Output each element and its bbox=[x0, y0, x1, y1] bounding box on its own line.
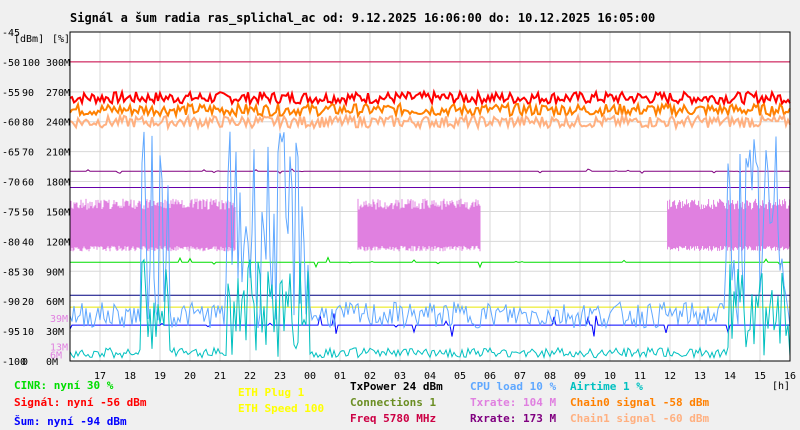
x-tick-label: 08 bbox=[544, 371, 556, 382]
y-tick-percent: 50 bbox=[22, 207, 34, 218]
legend-chain0: Chain0 signal -58 dBm bbox=[570, 396, 710, 409]
chart-title: Signál a šum radia ras_splichal_ac od: 9… bbox=[70, 11, 655, 26]
y-tick-percent: 70 bbox=[22, 148, 34, 159]
series-sign-l-line bbox=[69, 88, 791, 108]
plot-border bbox=[69, 31, 791, 362]
legend-noise: Šum: nyní -94 dBm bbox=[14, 415, 127, 428]
y-tick-percent: 30 bbox=[22, 267, 34, 278]
series-chain0-signal-line bbox=[69, 100, 791, 120]
y-tick-percent: 0 bbox=[22, 357, 28, 368]
x-tick-label: 19 bbox=[154, 371, 166, 382]
legend-rxrate: Rxrate: 173 M bbox=[470, 412, 557, 425]
y-tick-rate: 30M bbox=[46, 327, 64, 338]
legend-airtime: Airtime 1 % bbox=[570, 380, 643, 393]
y-tick-rate: 60M bbox=[46, 297, 64, 308]
x-tick-label: 17 bbox=[94, 371, 106, 382]
y-tick-rate-extra: 39M bbox=[50, 314, 68, 325]
y-tick-rate: 270M bbox=[46, 88, 70, 99]
y-tick-percent: 100 bbox=[22, 58, 40, 69]
y-tick-rate-extra: 6M bbox=[50, 350, 62, 361]
x-tick-label: 11 bbox=[634, 371, 646, 382]
series-cinr bbox=[70, 256, 790, 269]
series--um bbox=[69, 313, 790, 337]
y-tick-rate: 240M bbox=[46, 118, 70, 129]
series--um-line bbox=[69, 313, 790, 337]
legend-eth-plug: ETH Plug 1 bbox=[238, 386, 305, 399]
y-tick-dbm: -60 bbox=[2, 118, 20, 129]
y-tick-percent: 10 bbox=[22, 327, 34, 338]
series-airtime bbox=[69, 258, 791, 360]
x-tick-label: 16 bbox=[784, 371, 796, 382]
legend-eth-speed: ETH Speed 100 bbox=[238, 402, 325, 415]
x-tick-label: 10 bbox=[604, 371, 616, 382]
x-tick-label: 18 bbox=[124, 371, 136, 382]
legend-txrate: Txrate: 104 M bbox=[470, 396, 557, 409]
series-rxrate bbox=[70, 168, 790, 175]
series-cpu-load bbox=[69, 131, 791, 330]
y-tick-percent: 60 bbox=[22, 178, 34, 189]
y-tick-rate: 90M bbox=[46, 267, 64, 278]
x-tick-label: 21 bbox=[214, 371, 226, 382]
legend-connections: Connections 1 bbox=[350, 396, 437, 409]
y-tick-dbm: -55 bbox=[2, 88, 20, 99]
x-tick-label: 14 bbox=[724, 371, 736, 382]
y-tick-dbm: -65 bbox=[2, 148, 20, 159]
x-tick-label: 09 bbox=[574, 371, 586, 382]
y-tick-dbm: -80 bbox=[2, 237, 20, 248]
legend-cinr: CINR: nyní 30 % bbox=[14, 379, 114, 392]
series-cpu-load-line bbox=[69, 131, 791, 330]
y-unit-dbm: [dBm] bbox=[14, 34, 44, 45]
series-chain1-signal-line bbox=[69, 111, 791, 132]
legend-freq: Freq 5780 MHz bbox=[350, 412, 437, 425]
legend-cpu-load: CPU load 10 % bbox=[470, 380, 557, 393]
legend-signal: Signál: nyní -56 dBm bbox=[14, 396, 147, 409]
x-tick-label: 01 bbox=[334, 371, 346, 382]
x-tick-label: 03 bbox=[394, 371, 406, 382]
x-tick-label: 23 bbox=[274, 371, 286, 382]
y-tick-rate: 180M bbox=[46, 178, 70, 189]
y-tick-rate-extra: 13M bbox=[50, 343, 68, 354]
y-tick-rate: 300M bbox=[46, 58, 70, 69]
x-tick-label: 13 bbox=[694, 371, 706, 382]
legend-chain1: Chain1 signal -60 dBm bbox=[570, 412, 710, 425]
legend-txpower: TxPower 24 dBm bbox=[350, 380, 443, 393]
x-tick-label: 06 bbox=[484, 371, 496, 382]
x-tick-label: 12 bbox=[664, 371, 676, 382]
x-unit: [h] bbox=[772, 381, 790, 392]
y-tick-dbm: -45 bbox=[2, 28, 20, 39]
y-tick-dbm: -75 bbox=[2, 207, 20, 218]
y-tick-dbm: -85 bbox=[2, 267, 20, 278]
y-tick-rate: 150M bbox=[46, 207, 70, 218]
y-tick-dbm: -70 bbox=[2, 178, 20, 189]
series-chain1-signal bbox=[69, 111, 791, 132]
y-tick-dbm: -90 bbox=[2, 297, 20, 308]
series-chain0-signal bbox=[69, 100, 791, 120]
y-unit-percent: [%] bbox=[52, 34, 70, 45]
y-tick-dbm: -95 bbox=[2, 327, 20, 338]
y-tick-percent: 20 bbox=[22, 297, 34, 308]
y-tick-percent: 80 bbox=[22, 118, 34, 129]
y-tick-rate: 120M bbox=[46, 237, 70, 248]
series-rxrate-line bbox=[70, 168, 790, 175]
series-cinr-line bbox=[70, 256, 790, 269]
y-tick-percent: 90 bbox=[22, 88, 34, 99]
y-tick-percent: 40 bbox=[22, 237, 34, 248]
x-tick-label: 07 bbox=[514, 371, 526, 382]
x-tick-label: 15 bbox=[754, 371, 766, 382]
x-tick-label: 02 bbox=[364, 371, 376, 382]
y-tick-rate: 0M bbox=[46, 357, 58, 368]
x-tick-label: 20 bbox=[184, 371, 196, 382]
x-tick-label: 00 bbox=[304, 371, 316, 382]
series-airtime-line bbox=[69, 258, 791, 360]
x-tick-label: 22 bbox=[244, 371, 256, 382]
x-tick-label: 04 bbox=[424, 371, 436, 382]
y-tick-rate: 210M bbox=[46, 148, 70, 159]
x-tick-label: 05 bbox=[454, 371, 466, 382]
y-tick-dbm: -100 bbox=[2, 357, 26, 368]
series-sign-l bbox=[69, 88, 791, 108]
y-tick-dbm: -50 bbox=[2, 58, 20, 69]
